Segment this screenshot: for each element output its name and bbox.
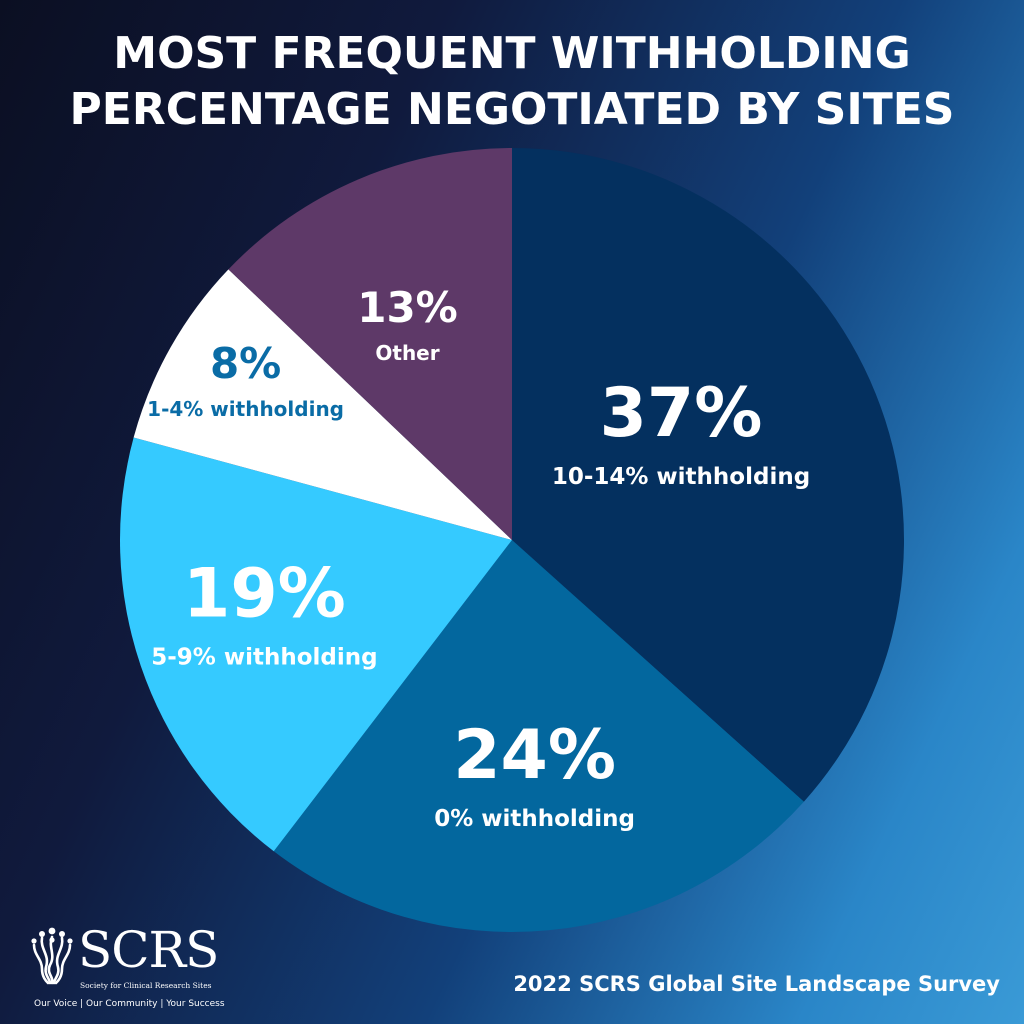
slice-value-label-5-9: 19% xyxy=(183,555,346,634)
slice-category-label-10-14: 10-14% withholding xyxy=(552,464,810,490)
slice-value-label-0: 24% xyxy=(453,716,616,795)
logo-wordmark: SCRS xyxy=(78,921,219,979)
logo-tagline: Our Voice | Our Community | Your Success xyxy=(34,999,225,1009)
pie-slice-0 xyxy=(273,540,804,932)
source-note: 2022 SCRS Global Site Landscape Survey xyxy=(513,972,1000,996)
people-tree-icon xyxy=(31,927,73,985)
chart-title: MOST FREQUENT WITHHOLDING PERCENTAGE NEG… xyxy=(0,26,1024,138)
slice-value-label-other: 13% xyxy=(357,283,458,332)
pie-slices xyxy=(119,148,904,932)
pie-labels: 37% 10-14% withholding 24% 0% withholding 19… xyxy=(147,283,810,832)
chart-title-line-2: PERCENTAGE NEGOTIATED BY SITES xyxy=(69,84,955,135)
scrs-logo: SCRS Society for Clinical Research Sites… xyxy=(28,921,248,1015)
slice-value-label-1-4: 8% xyxy=(210,339,281,388)
pie-slice-10-14 xyxy=(512,148,904,802)
slice-category-label-1-4: 1-4% withholding xyxy=(147,397,344,421)
chart-title-line-1: MOST FREQUENT WITHHOLDING xyxy=(113,28,911,79)
slice-category-label-5-9: 5-9% withholding xyxy=(151,645,377,671)
pie-slice-1-4 xyxy=(133,269,512,540)
logo-subtitle: Society for Clinical Research Sites xyxy=(80,981,212,990)
pie-slice-other xyxy=(228,148,513,540)
slice-category-label-other: Other xyxy=(375,341,439,365)
slice-value-label-10-14: 37% xyxy=(600,374,763,453)
pie-slice-5-9 xyxy=(119,437,512,852)
slice-category-label-0: 0% withholding xyxy=(434,806,635,832)
